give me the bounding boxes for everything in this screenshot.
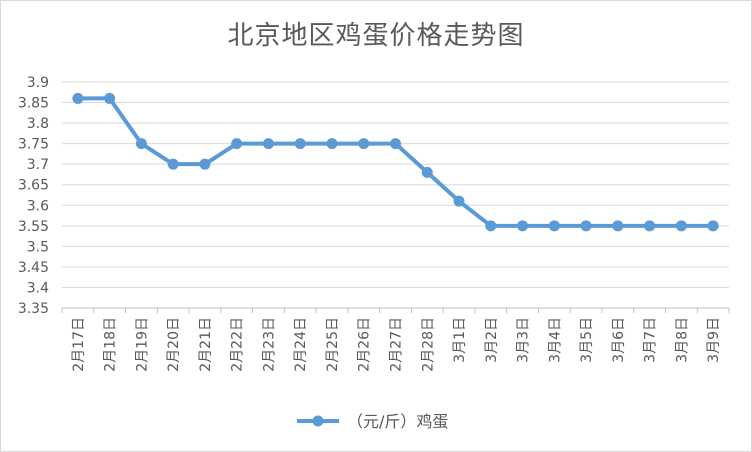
x-tick-label: 2月20日 xyxy=(166,317,182,372)
x-tick-label: 2月26日 xyxy=(357,317,373,372)
x-tick-label: 3月7日 xyxy=(643,317,659,363)
x-tick-label: 3月1日 xyxy=(452,317,468,363)
x-tick-label: 3月2日 xyxy=(484,317,500,363)
x-tick-label: 2月24日 xyxy=(293,317,309,372)
y-tick-label: 3.65 xyxy=(18,178,49,194)
data-point xyxy=(262,138,274,150)
data-point xyxy=(453,195,465,207)
data-point xyxy=(104,92,116,104)
y-tick-label: 3.6 xyxy=(27,198,49,214)
x-tick-label: 3月9日 xyxy=(706,317,722,363)
y-tick-label: 3.7 xyxy=(27,157,49,173)
x-tick-label: 3月6日 xyxy=(611,317,627,363)
x-tick-label: 3月3日 xyxy=(516,317,532,363)
data-point xyxy=(358,138,370,150)
y-tick-label: 3.5 xyxy=(27,239,49,255)
data-point xyxy=(231,138,243,150)
data-point xyxy=(421,166,433,178)
x-tick-label: 2月21日 xyxy=(198,317,214,372)
y-tick-label: 3.4 xyxy=(27,280,49,296)
x-tick-label: 3月8日 xyxy=(674,317,690,363)
data-point xyxy=(707,220,719,232)
data-point xyxy=(485,220,497,232)
x-tick-label: 2月25日 xyxy=(325,317,341,372)
x-tick-label: 2月18日 xyxy=(103,317,119,372)
x-tick-label: 2月17日 xyxy=(71,317,87,372)
data-point xyxy=(612,220,624,232)
x-tick-label: 2月28日 xyxy=(420,317,436,372)
legend-marker xyxy=(312,415,324,427)
y-tick-label: 3.85 xyxy=(18,96,49,112)
x-tick-label: 2月23日 xyxy=(261,317,277,372)
data-point xyxy=(326,138,338,150)
y-tick-label: 3.9 xyxy=(27,75,49,91)
x-tick-label: 2月27日 xyxy=(389,317,405,372)
y-tick-label: 3.8 xyxy=(27,116,49,132)
legend-label: （元/斤）鸡蛋 xyxy=(347,412,448,431)
x-tick-label: 2月22日 xyxy=(230,317,246,372)
x-tick-label: 3月4日 xyxy=(547,317,563,363)
data-point xyxy=(72,92,84,104)
chart-title: 北京地区鸡蛋价格走势图 xyxy=(227,21,525,51)
data-point xyxy=(390,138,401,150)
data-point xyxy=(294,138,306,150)
y-tick-label: 3.35 xyxy=(18,301,49,317)
data-point xyxy=(580,220,592,232)
data-point xyxy=(135,138,147,150)
y-tick-label: 3.75 xyxy=(18,137,49,153)
data-point xyxy=(199,158,211,170)
x-tick-label: 3月5日 xyxy=(579,317,595,363)
y-tick-label: 3.55 xyxy=(18,219,49,235)
data-point xyxy=(167,158,179,170)
data-point xyxy=(675,220,687,232)
data-point xyxy=(644,220,656,232)
y-tick-label: 3.45 xyxy=(18,260,49,276)
data-point xyxy=(517,220,529,232)
x-tick-label: 2月19日 xyxy=(134,317,150,372)
data-point xyxy=(548,220,560,232)
